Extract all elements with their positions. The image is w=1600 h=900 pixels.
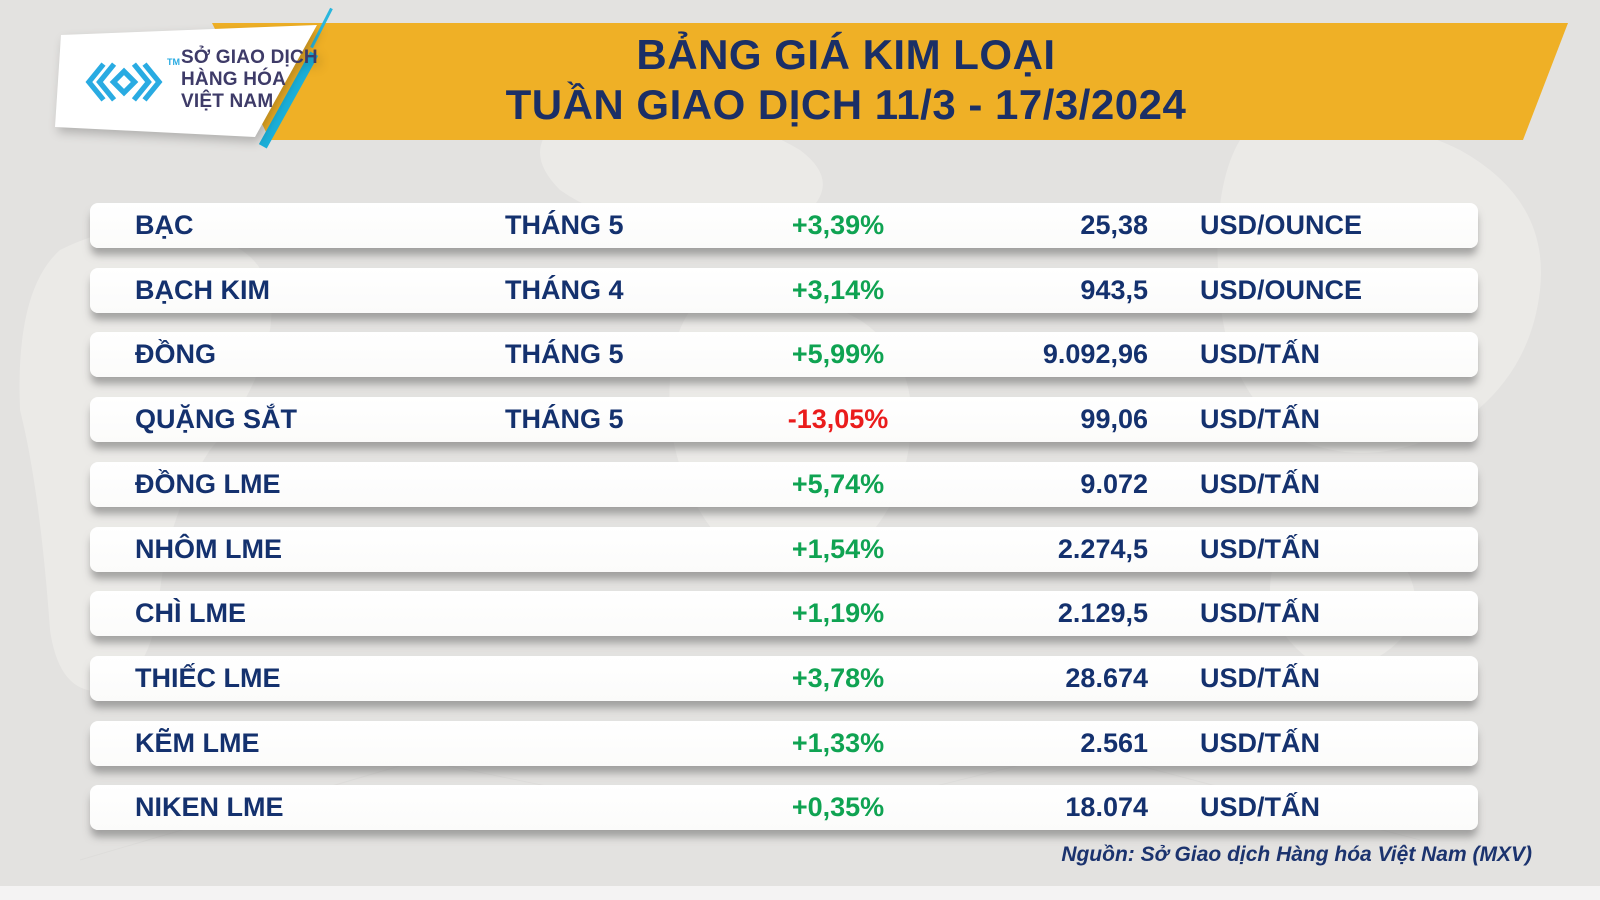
weekly-change: +5,74% [791,469,885,499]
page-title-line1: BẢNG GIÁ KIM LOẠI [636,31,1056,78]
price-unit: USD/OUNCE [1200,210,1363,240]
mxv-chevron-logo-icon [85,62,163,102]
metal-name: BẠCH KIM [135,275,270,305]
mxv-logo-card: TM SỞ GIAO DỊCH HÀNG HÓA VIỆT NAM [55,25,321,139]
price-unit: USD/TẤN [1200,598,1320,628]
table-row: CHÌ LME +1,19% 2.129,5 USD/TẤN [90,591,1478,636]
weekly-change: +0,35% [791,792,885,822]
contract-month: THÁNG 4 [505,275,624,305]
logo-org-line2: HÀNG HÓA [181,69,287,90]
price-unit: USD/TẤN [1200,534,1320,564]
table-row: NIKEN LME +0,35% 18.074 USD/TẤN [90,785,1478,830]
metal-name: THIẾC LME [135,663,281,693]
logo-org-line3: VIỆT NAM [181,91,274,112]
price-value: 2.129,5 [1057,598,1148,628]
table-row: NHÔM LME +1,54% 2.274,5 USD/TẤN [90,527,1478,572]
table-row: ĐỒNG THÁNG 5 +5,99% 9.092,96 USD/TẤN [90,332,1478,377]
price-value: 28.674 [1065,663,1148,693]
price-unit: USD/TẤN [1200,404,1320,434]
weekly-change: +3,39% [791,210,885,240]
price-value: 9.072 [1080,469,1148,499]
price-value: 943,5 [1080,275,1148,305]
contract-month: THÁNG 5 [505,404,624,434]
price-value: 2.274,5 [1057,534,1148,564]
header-banner [212,23,1568,140]
price-unit: USD/TẤN [1200,663,1320,693]
price-value: 2.561 [1080,728,1148,758]
logo-org-name: SỞ GIAO DỊCH HÀNG HÓA VIỆT NAM [181,47,318,113]
weekly-change: +5,99% [791,339,885,369]
price-value: 9.092,96 [1042,339,1148,369]
metal-name: BẠC [135,210,194,240]
weekly-change: +3,78% [791,663,885,693]
weekly-change: +1,19% [791,598,885,628]
metal-name: NIKEN LME [135,792,284,822]
source-credit: Nguồn: Sở Giao dịch Hàng hóa Việt Nam (M… [1061,843,1532,866]
price-unit: USD/TẤN [1200,469,1320,499]
contract-month: THÁNG 5 [505,339,624,369]
table-row: THIẾC LME +3,78% 28.674 USD/TẤN [90,656,1478,701]
metal-name: ĐỒNG LME [135,469,281,499]
metal-name: KẼM LME [135,728,260,758]
page-title-line2: TUẦN GIAO DỊCH 11/3 - 17/3/2024 [505,81,1187,128]
metal-name: ĐỒNG [135,339,216,369]
price-unit: USD/TẤN [1200,792,1320,822]
weekly-change: +3,14% [791,275,885,305]
weekly-change: -13,05% [787,404,889,434]
table-row: BẠCH KIM THÁNG 4 +3,14% 943,5 USD/OUNCE [90,268,1478,313]
bottom-edge-strip [0,886,1600,900]
weekly-change: +1,33% [791,728,885,758]
table-row: BẠC THÁNG 5 +3,39% 25,38 USD/OUNCE [90,203,1478,248]
metal-name: QUẶNG SẮT [135,404,297,434]
metal-name: NHÔM LME [135,534,282,564]
price-value: 18.074 [1065,792,1148,822]
price-unit: USD/TẤN [1200,339,1320,369]
price-value: 25,38 [1080,210,1148,240]
price-unit: USD/OUNCE [1200,275,1363,305]
table-row: QUẶNG SẮT THÁNG 5 -13,05% 99,06 USD/TẤN [90,397,1478,442]
table-row: KẼM LME +1,33% 2.561 USD/TẤN [90,721,1478,766]
price-unit: USD/TẤN [1200,728,1320,758]
table-row: ĐỒNG LME +5,74% 9.072 USD/TẤN [90,462,1478,507]
weekly-change: +1,54% [791,534,885,564]
price-value: 99,06 [1080,404,1148,434]
metal-name: CHÌ LME [135,598,246,628]
trademark-symbol: TM [167,57,180,67]
logo-org-line1: SỞ GIAO DỊCH [181,47,318,68]
contract-month: THÁNG 5 [505,210,624,240]
page-title: BẢNG GIÁ KIM LOẠI TUẦN GIAO DỊCH 11/3 - … [246,30,1446,130]
